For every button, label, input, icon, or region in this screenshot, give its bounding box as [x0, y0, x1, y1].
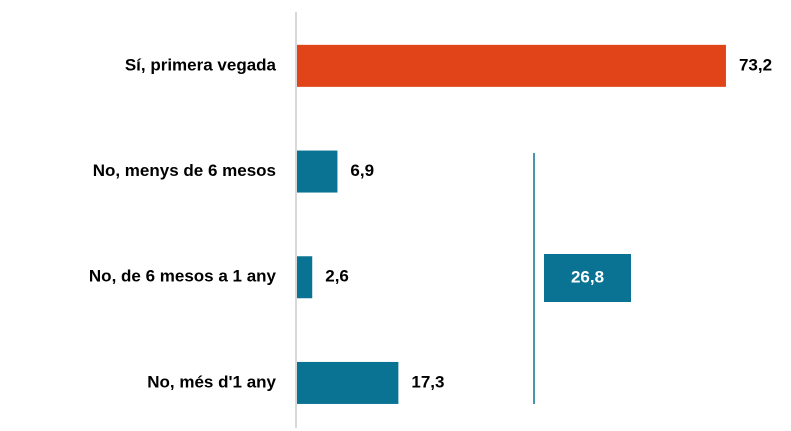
value-label: 73,2 [739, 55, 772, 74]
annotation-label: 26,8 [571, 267, 604, 286]
value-label: 17,3 [411, 372, 444, 391]
bar [297, 361, 399, 404]
value-label: 2,6 [325, 267, 349, 286]
y-tick-label: No, més d'1 any [147, 372, 276, 391]
y-tick-label: No, de 6 mesos a 1 any [89, 267, 277, 286]
y-tick-label: Sí, primera vegada [125, 55, 277, 74]
bar [297, 150, 338, 193]
y-tick-label: No, menys de 6 mesos [93, 161, 276, 180]
bar [297, 256, 313, 299]
bar [297, 44, 726, 87]
value-label: 6,9 [350, 161, 374, 180]
annotation-box [544, 254, 631, 302]
